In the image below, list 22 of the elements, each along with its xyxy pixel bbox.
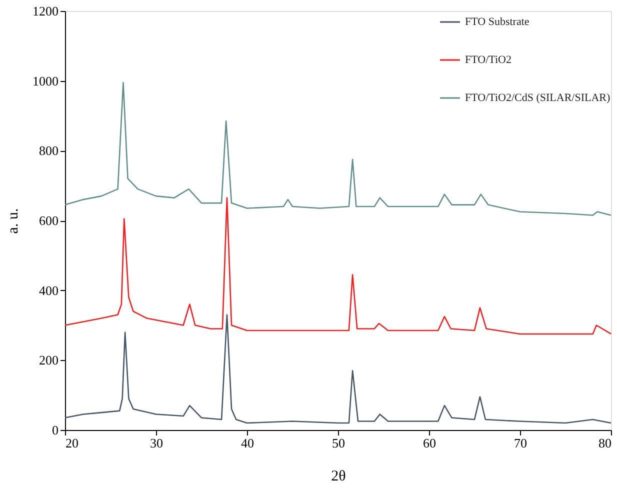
line-series xyxy=(64,82,612,216)
line-series xyxy=(64,314,612,424)
y-tick-label: 0 xyxy=(52,422,58,438)
legend-label: FTO Substrate xyxy=(465,16,530,28)
y-tick-label: 400 xyxy=(39,282,58,298)
x-tick-label: 60 xyxy=(423,436,436,450)
y-tick-label: 800 xyxy=(39,143,58,158)
y-axis-title: a. u. xyxy=(6,208,22,234)
y-tick-label: 1000 xyxy=(32,73,58,88)
legend-label: FTO/TiO2 xyxy=(465,54,512,66)
line-series xyxy=(64,197,612,335)
x-tick-label: 20 xyxy=(66,436,78,450)
x-tick-label: 40 xyxy=(241,436,254,450)
x-tick-label: 80 xyxy=(598,436,612,450)
x-tick-label: 30 xyxy=(150,436,163,450)
x-tick-label: 70 xyxy=(514,436,527,450)
y-tick-label: 600 xyxy=(39,213,58,228)
x-tick-label: 50 xyxy=(332,436,345,450)
legend-label: FTO/TiO2/CdS (SILAR/SILAR) xyxy=(465,92,611,104)
y-tick-label: 1200 xyxy=(32,4,58,18)
x-axis-title: 2θ xyxy=(331,468,346,484)
y-tick-label: 200 xyxy=(39,352,58,368)
